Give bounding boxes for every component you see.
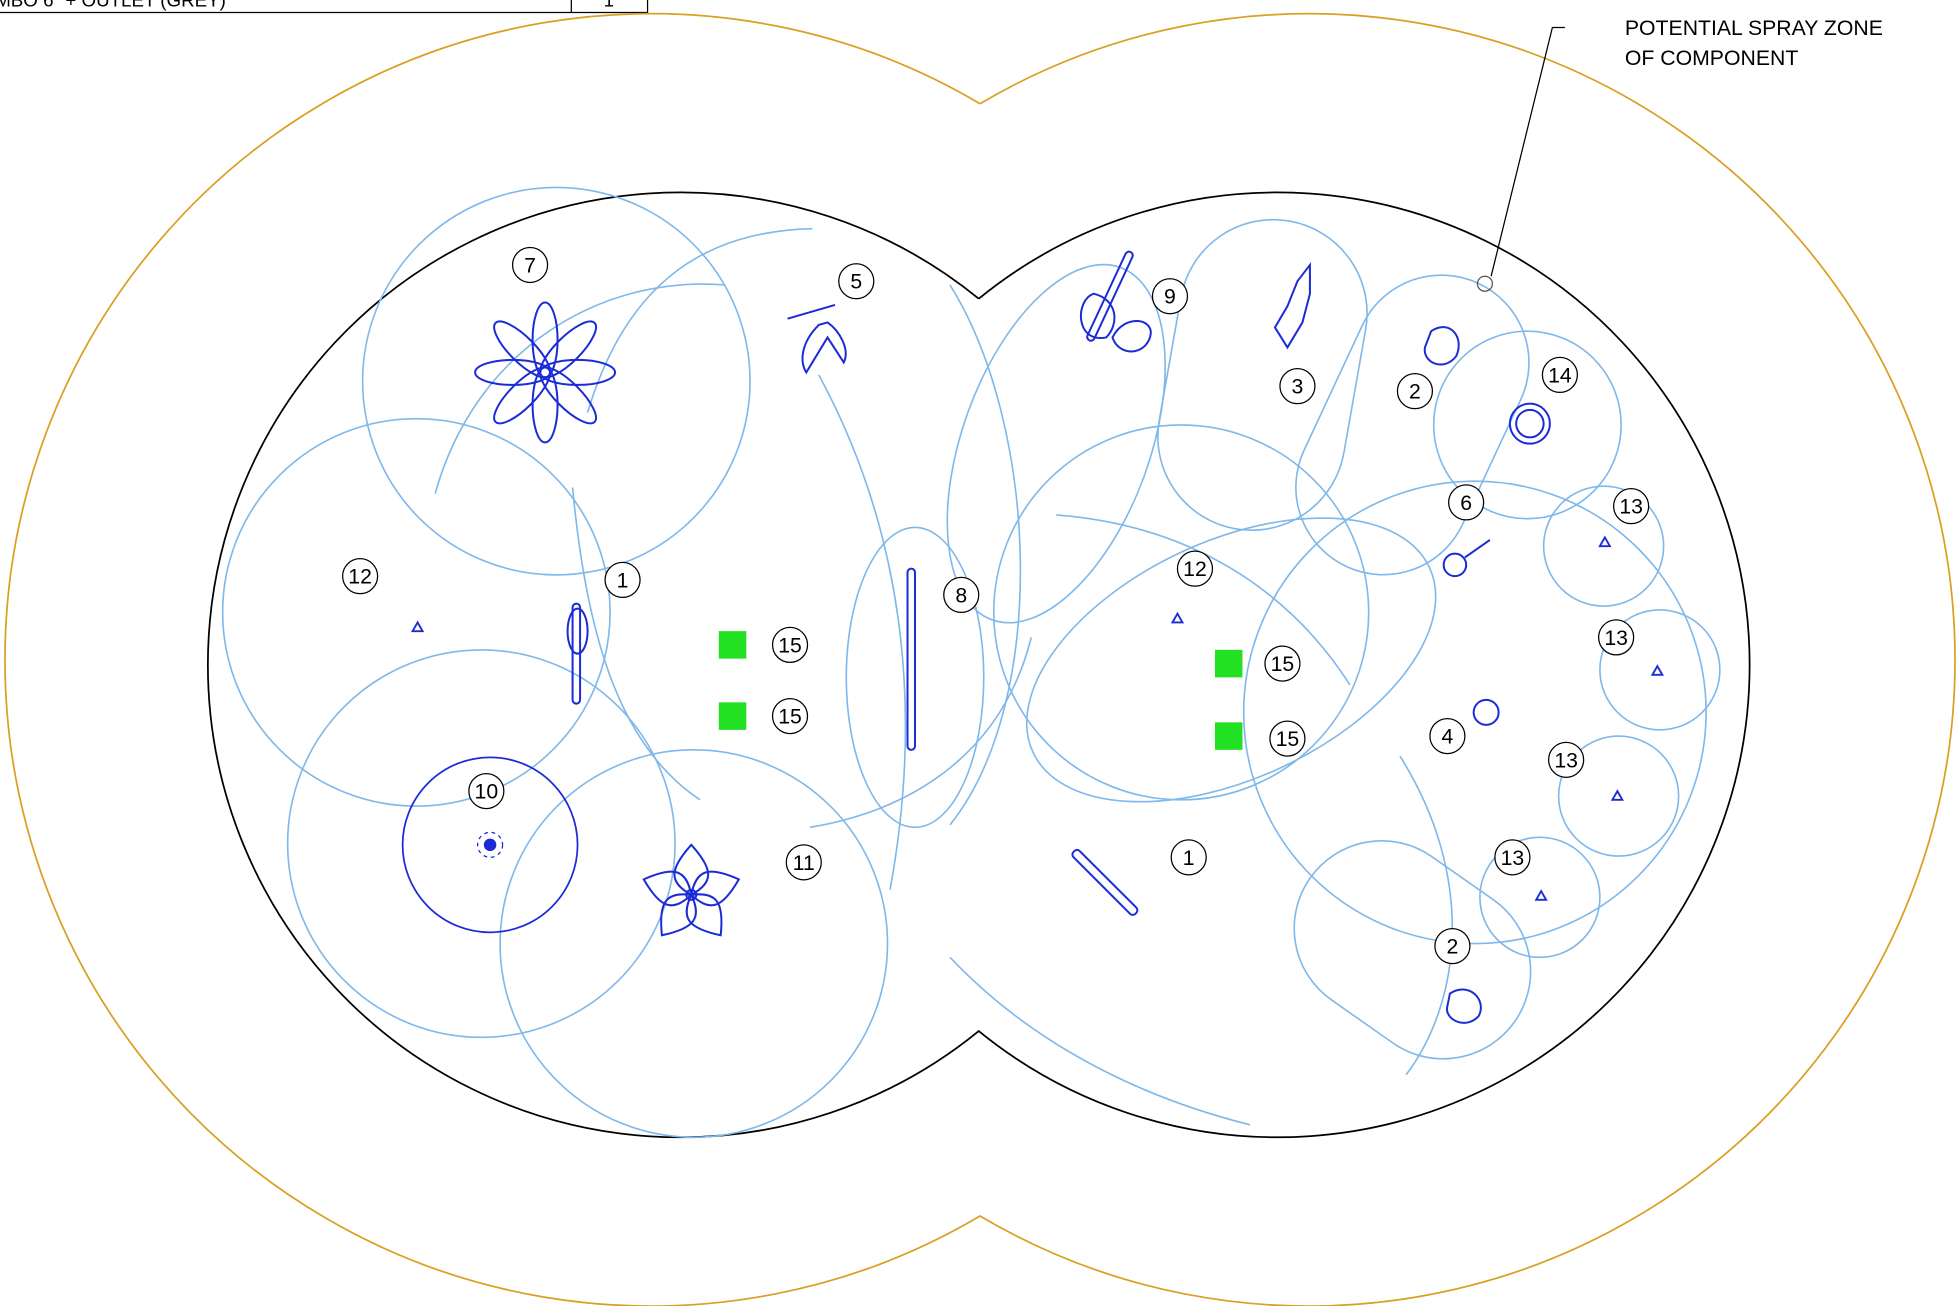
callout-label: 13 — [1619, 495, 1643, 519]
callout-label: 3 — [1292, 375, 1304, 399]
callout-label: 4 — [1442, 725, 1454, 749]
callout-circle — [1548, 741, 1585, 778]
spray-zones — [221, 186, 1721, 1139]
callout-label: 13 — [1604, 626, 1628, 650]
callout-label: 8 — [955, 583, 967, 607]
table-row-text: MBO 6" + OUTLET (GREY) — [0, 0, 226, 10]
callout-circle — [1434, 927, 1471, 965]
outer-boundary — [4, 12, 1956, 1306]
callout-label: 15 — [1276, 727, 1300, 751]
callout-circle — [771, 697, 809, 735]
components — [410, 250, 1664, 1024]
callout-label: 5 — [850, 270, 862, 294]
callout-label: 15 — [778, 705, 802, 729]
callout-circle — [1170, 839, 1207, 876]
callout-label: 15 — [778, 633, 802, 657]
callout-label: 9 — [1164, 285, 1176, 309]
callout-label: 12 — [1183, 557, 1207, 581]
callout-label: 2 — [1447, 935, 1459, 959]
callout-circle — [468, 772, 505, 810]
header-table — [0, 0, 649, 14]
callout-label: 1 — [1183, 846, 1195, 870]
annotation-line: POTENTIAL SPRAY ZONE — [1625, 16, 1883, 40]
callout-circle — [1279, 368, 1316, 405]
callout-circle — [771, 626, 809, 663]
callout-circle — [1429, 717, 1466, 755]
callout-circle — [1151, 278, 1189, 315]
callout-label: 12 — [348, 565, 372, 589]
callout-label: 7 — [524, 253, 536, 277]
callout-label: 13 — [1554, 748, 1578, 772]
annotation-line: OF COMPONENT — [1625, 46, 1798, 70]
callout-label: 2 — [1409, 380, 1421, 404]
callout-circle — [1448, 484, 1485, 521]
callout-circle — [1613, 488, 1650, 525]
pad-boundary — [206, 191, 1751, 1139]
callout-label: 14 — [1548, 363, 1572, 387]
callout-circle — [1494, 839, 1531, 876]
leader-line — [1490, 26, 1565, 277]
callout-label: 1 — [617, 568, 629, 592]
callout-circle — [511, 246, 549, 284]
callout-circle — [1176, 550, 1214, 587]
callout-circle — [1264, 645, 1301, 682]
table-qty: 1 — [604, 0, 614, 10]
callout-circle — [943, 576, 980, 614]
callout-circle — [1396, 373, 1434, 410]
callout-label: 10 — [475, 780, 499, 804]
callout-label: 6 — [1460, 491, 1472, 515]
callout-label: 13 — [1501, 846, 1525, 870]
callout-circle — [785, 844, 822, 881]
callout-label: 15 — [1271, 652, 1295, 676]
callout-circle — [838, 263, 875, 300]
callout-label: 11 — [793, 851, 815, 875]
callout-circle — [1269, 720, 1306, 757]
callout-circle — [1541, 356, 1579, 394]
callout-circle — [341, 558, 379, 595]
callout-circle — [604, 561, 641, 599]
callout-circle — [1598, 619, 1635, 656]
